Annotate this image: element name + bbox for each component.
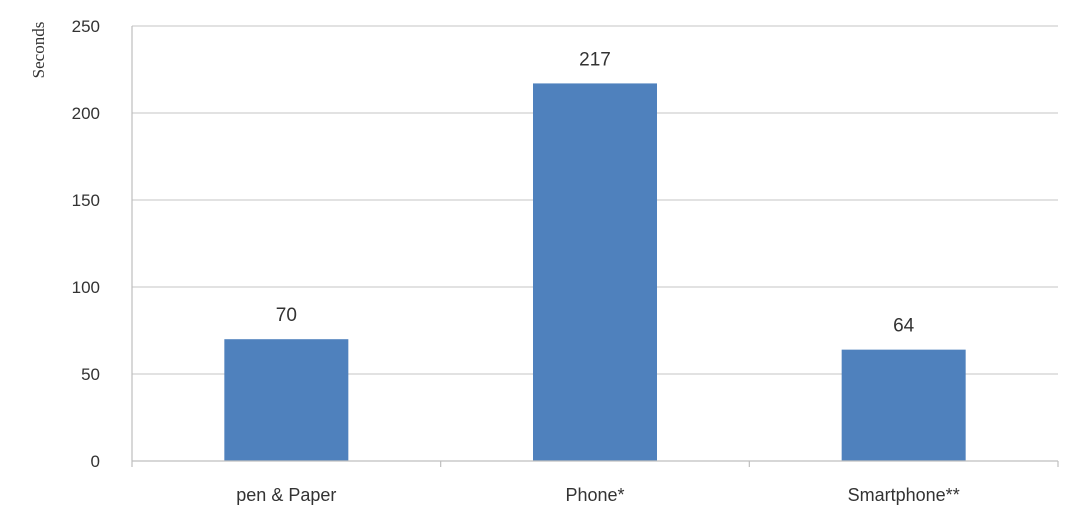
y-tick-label: 100: [72, 278, 100, 297]
x-tick-label: Smartphone**: [848, 485, 960, 505]
x-tick-label: pen & Paper: [236, 485, 336, 505]
y-tick-label: 0: [91, 452, 100, 471]
y-axis-title: Seconds: [29, 22, 48, 79]
y-tick-label: 150: [72, 191, 100, 210]
bar-2: [533, 83, 657, 462]
y-tick-label: 250: [72, 17, 100, 36]
axes: [131, 26, 1059, 467]
bars: [224, 83, 966, 462]
y-tick-label: 50: [81, 365, 100, 384]
labels: 0 50 100 150 200 250 70 pen & Paper 217 Phone* 64 S…: [72, 17, 960, 505]
bar-1: [224, 339, 349, 461]
x-tick-label: Phone*: [565, 485, 624, 505]
data-label: 70: [276, 305, 297, 326]
y-tick-label: 200: [72, 104, 100, 123]
bar-3: [841, 349, 966, 461]
data-label: 64: [893, 316, 915, 337]
data-label: 217: [579, 49, 611, 70]
